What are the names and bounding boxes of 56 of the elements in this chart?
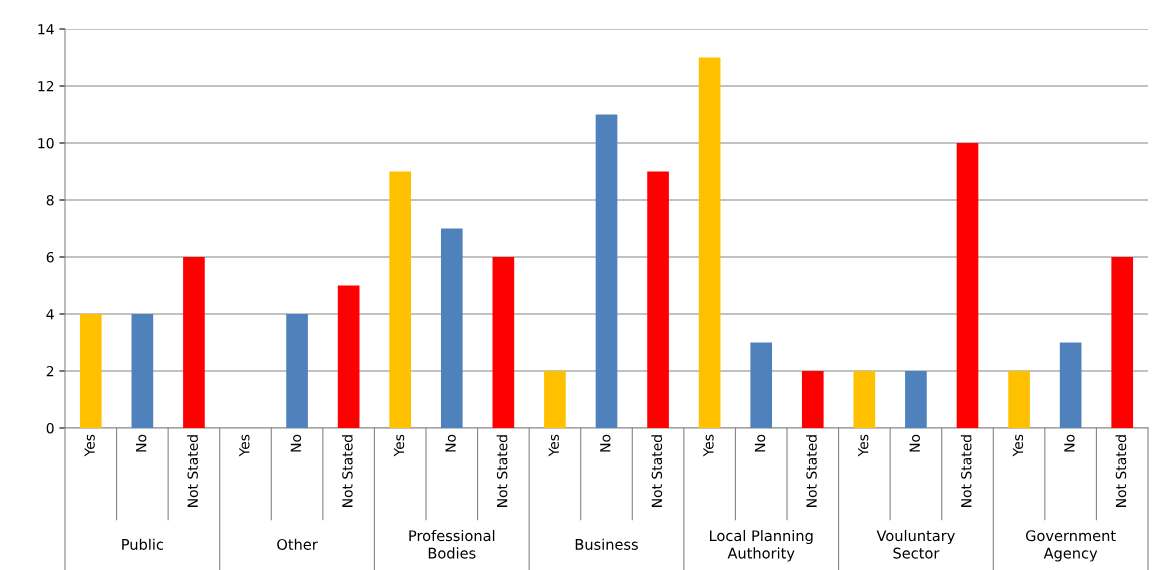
y-tick-label: 12 <box>38 80 54 92</box>
bar <box>1111 257 1134 428</box>
text: Yes <box>703 434 714 457</box>
bar <box>595 114 618 428</box>
text: Yes <box>393 434 405 457</box>
text: Yes <box>858 434 869 457</box>
x-tick-label: Local Planning Authority <box>710 529 813 562</box>
bar <box>183 257 205 428</box>
x-tick-label: Public <box>122 538 164 550</box>
text: Yes <box>84 434 95 457</box>
y-tick-label: 0 <box>46 422 54 434</box>
y-tick-label: 2 <box>46 365 54 377</box>
x-tick-label: Other <box>277 538 318 550</box>
bar <box>905 371 927 428</box>
x-tick-label: Business <box>575 538 638 550</box>
x-tick-label: Professional Bodies <box>409 529 495 559</box>
y-tick-label: 4 <box>46 309 54 320</box>
text: No <box>600 434 611 452</box>
y-tick-label: 10 <box>38 137 54 149</box>
text: Yes <box>548 434 559 457</box>
bar <box>492 257 515 428</box>
bar <box>1059 342 1082 428</box>
text: Not Stated <box>806 435 817 507</box>
bar <box>698 57 721 428</box>
bar <box>440 228 463 428</box>
bar <box>286 314 308 428</box>
text: Not Stated <box>187 435 198 507</box>
text: No <box>754 434 766 452</box>
x-tick-label: Vouluntary Sector <box>876 529 955 559</box>
text: No <box>136 434 147 452</box>
text: Not Stated <box>960 435 972 507</box>
bar <box>544 371 566 428</box>
bar <box>389 171 412 428</box>
text: Not Stated <box>341 435 353 507</box>
bar <box>801 371 824 428</box>
text: Not Stated <box>496 435 508 507</box>
text: Not Stated <box>651 435 663 507</box>
text: No <box>1064 434 1075 452</box>
bar <box>956 143 979 428</box>
text: No <box>290 434 302 452</box>
y-tick-label: 14 <box>38 24 54 35</box>
y-tick-label: 6 <box>46 251 54 263</box>
bar <box>647 171 669 428</box>
text: No <box>445 434 456 452</box>
bar <box>79 314 102 428</box>
text: Yes <box>1012 434 1024 457</box>
bar <box>1008 371 1030 428</box>
bar <box>853 371 876 428</box>
y-tick-label: 8 <box>46 194 54 206</box>
bar <box>750 342 773 428</box>
x-tick-label: Government Agency <box>1025 530 1116 562</box>
text: Yes <box>239 434 250 457</box>
bar <box>337 285 360 428</box>
text: No <box>909 434 920 452</box>
bar <box>131 314 154 428</box>
text: Not Stated <box>1115 435 1127 507</box>
